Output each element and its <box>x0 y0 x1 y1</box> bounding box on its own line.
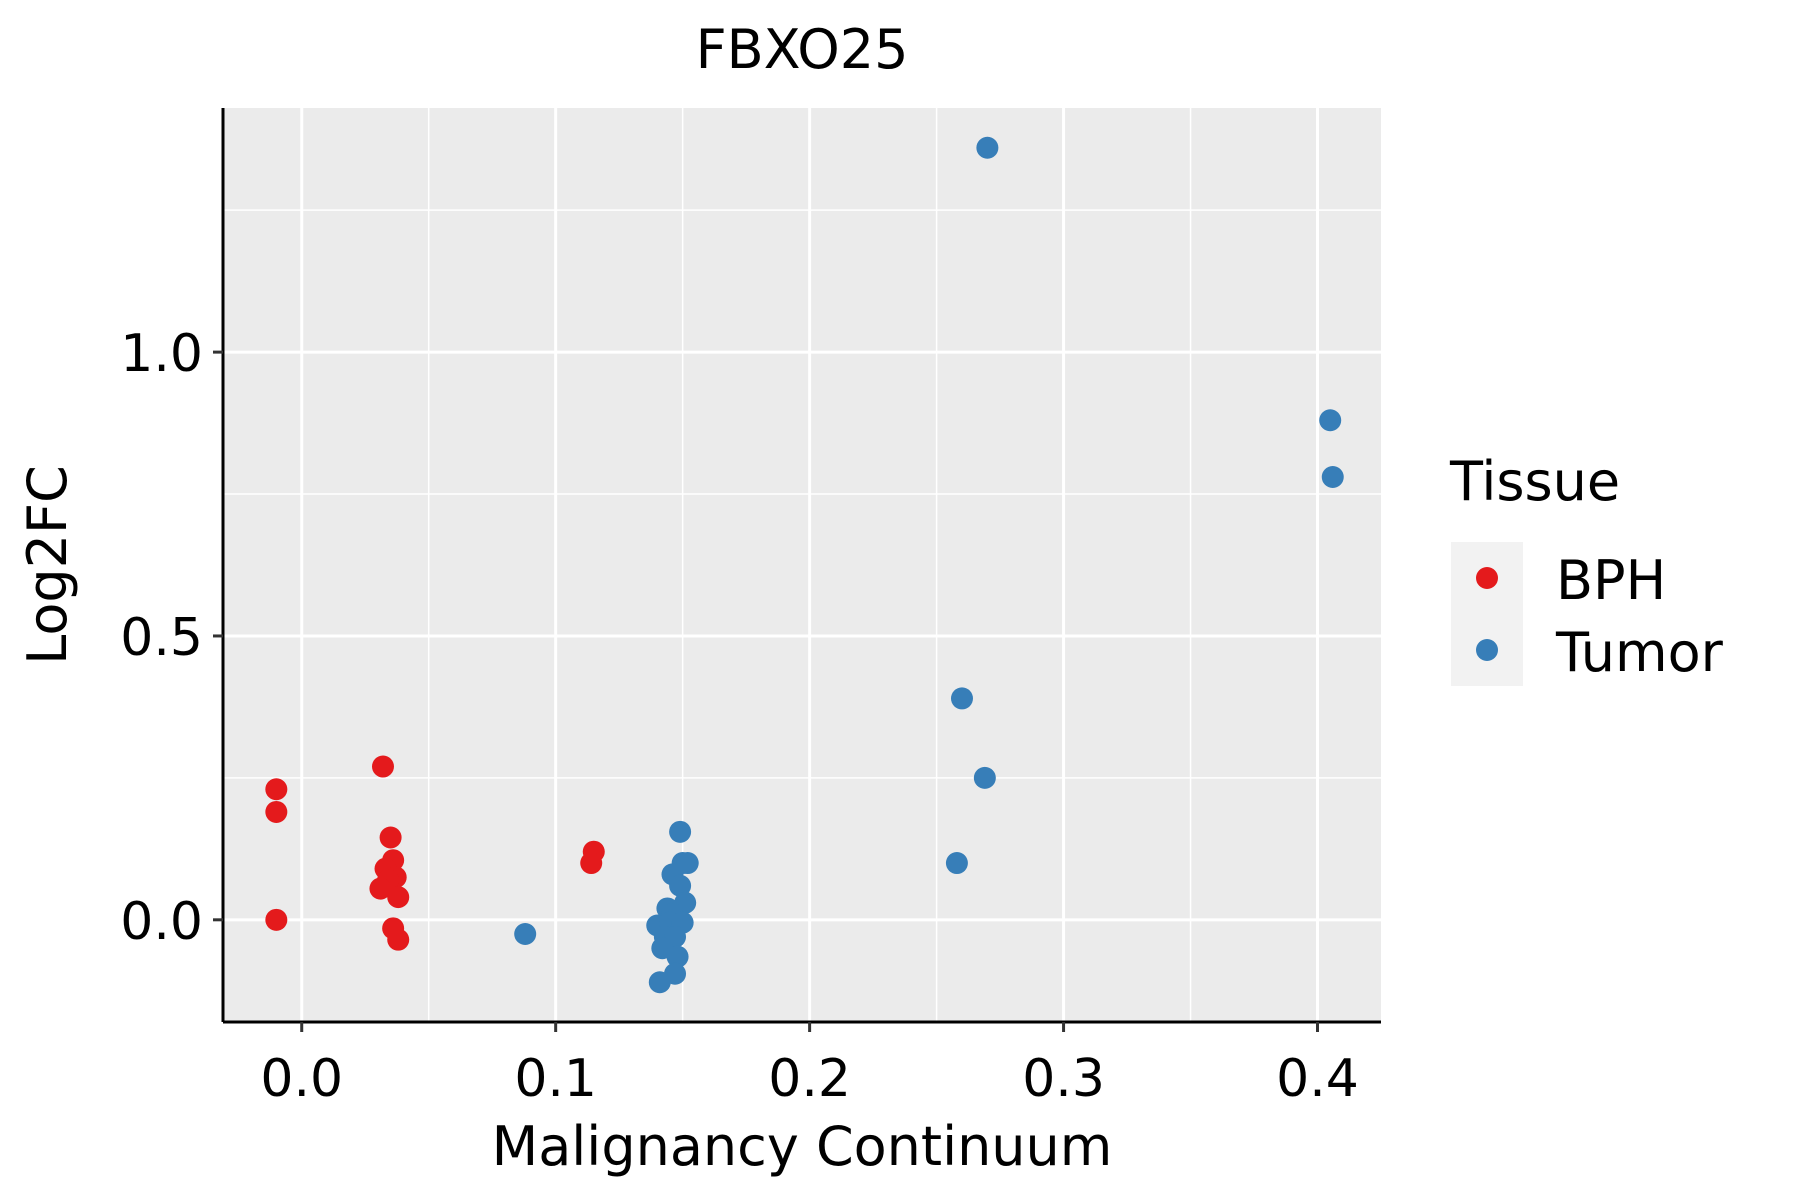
point-bph <box>387 886 410 909</box>
y-axis-ticks: 0.0 0.5 1.0 <box>120 324 223 952</box>
x-tick-label: 0.3 <box>1022 1049 1105 1109</box>
point-tumor <box>1319 409 1342 432</box>
point-bph <box>371 755 394 778</box>
x-tick-label: 0.1 <box>514 1049 597 1109</box>
point-tumor <box>669 820 692 843</box>
y-tick-label: 0.5 <box>120 608 203 668</box>
x-tick-label: 0.4 <box>1276 1049 1359 1109</box>
point-bph <box>265 800 288 823</box>
chart-title: FBXO25 <box>696 18 909 81</box>
legend-label-tumor: Tumor <box>1555 621 1724 684</box>
point-bph <box>387 928 410 951</box>
point-tumor <box>950 687 973 710</box>
x-tick-label: 0.2 <box>768 1049 851 1109</box>
legend: Tissue BPH Tumor <box>1449 450 1724 686</box>
x-tick-label: 0.0 <box>260 1049 343 1109</box>
point-tumor <box>945 852 968 875</box>
point-tumor <box>648 971 671 994</box>
point-tumor <box>973 766 996 789</box>
point-bph <box>369 877 392 900</box>
data-points <box>265 136 1344 994</box>
point-tumor <box>666 945 689 968</box>
y-tick-label: 0.0 <box>120 892 203 952</box>
y-tick-label: 1.0 <box>120 324 203 384</box>
point-tumor <box>676 852 699 875</box>
legend-marker-tumor <box>1476 639 1498 661</box>
plot-panel <box>223 108 1381 1022</box>
point-tumor <box>669 874 692 897</box>
point-bph <box>265 778 288 801</box>
legend-title: Tissue <box>1449 450 1620 513</box>
grid-lines <box>223 108 1381 1022</box>
point-bph <box>265 908 288 931</box>
legend-marker-bph <box>1476 567 1498 589</box>
x-axis-ticks: 0.0 0.1 0.2 0.3 0.4 <box>260 1022 1359 1109</box>
point-tumor <box>976 136 999 159</box>
point-bph <box>379 826 402 849</box>
point-tumor <box>514 923 537 946</box>
point-bph <box>580 852 603 875</box>
x-axis-label: Malignancy Continuum <box>492 1115 1113 1178</box>
point-tumor <box>1321 466 1344 489</box>
y-axis-label: Log2FC <box>16 465 79 665</box>
legend-label-bph: BPH <box>1556 549 1666 612</box>
